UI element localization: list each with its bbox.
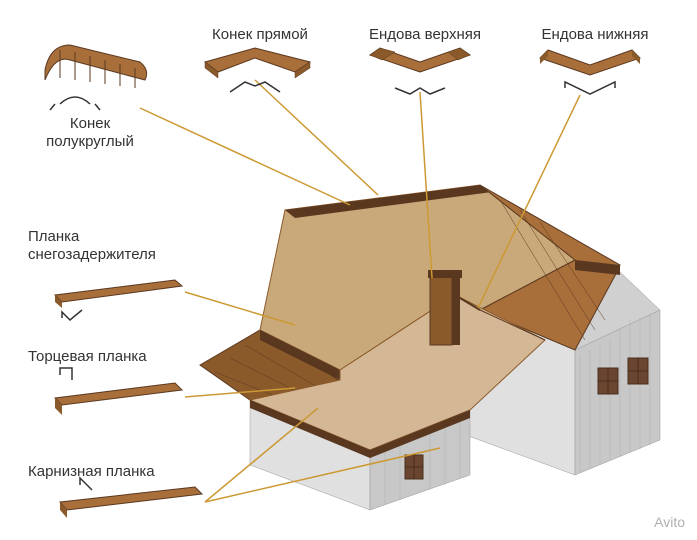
label-endova-verhnyaya: Ендова верхняя xyxy=(355,26,495,44)
chimney xyxy=(430,275,452,345)
label-konek-pryamoy: Конек прямой xyxy=(200,26,320,44)
part-endova-nizhnyaya xyxy=(540,50,640,94)
label-karniznaya-planka: Карнизная планка xyxy=(28,463,188,481)
part-endova-verhnyaya xyxy=(370,48,470,94)
house xyxy=(200,185,660,510)
part-planka-snegozaderzh xyxy=(55,280,182,320)
part-karniznaya-planka xyxy=(60,478,202,518)
part-konek-pryamoy xyxy=(205,48,310,92)
label-tortsevaya-planka: Торцевая планка xyxy=(28,348,188,366)
part-konek-polukrugly xyxy=(45,45,147,110)
part-tortsevaya-planka xyxy=(55,368,182,415)
label-planka-snegozaderzh: Планка снегозадержителя xyxy=(28,228,188,264)
label-konek-polukrugly: Конек полукруглый xyxy=(30,115,150,151)
label-endova-nizhnyaya: Ендова нижняя xyxy=(525,26,665,44)
diagram-svg xyxy=(0,0,697,540)
watermark: Avito xyxy=(654,514,685,530)
